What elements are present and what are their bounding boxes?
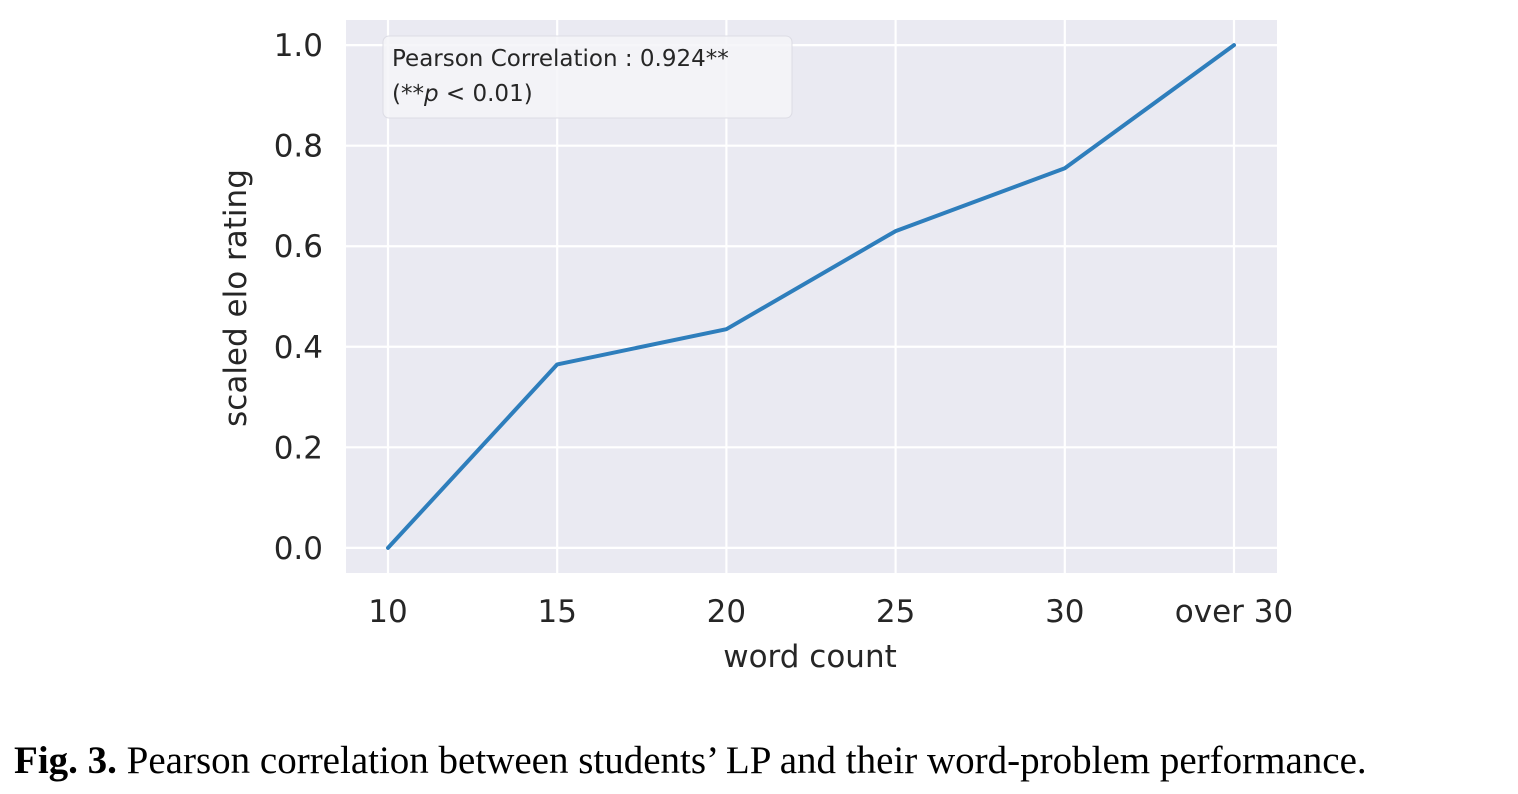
y-tick-label: 1.0 bbox=[274, 28, 323, 64]
y-tick-labels: 0.0 0.2 0.4 0.6 0.8 1.0 bbox=[274, 28, 323, 567]
series-line bbox=[386, 43, 1236, 550]
line-chart: 0.0 0.2 0.4 0.6 0.8 1.0 10 15 20 25 30 over 30 Pea… bbox=[218, 20, 1293, 675]
y-tick-label: 0.8 bbox=[274, 129, 323, 165]
y-tick-label: 0.4 bbox=[274, 330, 323, 366]
x-tick-label: 15 bbox=[537, 594, 576, 630]
annotation-box: Pearson Correlation : 0.924** (**p < 0.0… bbox=[382, 35, 793, 119]
x-axis-label: word count bbox=[723, 639, 897, 675]
x-tick-label: 30 bbox=[1045, 594, 1084, 630]
y-tick-label: 0.0 bbox=[274, 531, 323, 567]
series-layer bbox=[386, 43, 1236, 550]
x-tick-labels: 10 15 20 25 30 over 30 bbox=[368, 594, 1293, 630]
caption-text: Pearson correlation between students’ LP… bbox=[116, 739, 1367, 782]
y-tick-label: 0.6 bbox=[274, 229, 323, 265]
figure-caption: Fig. 3. Pearson correlation between stud… bbox=[14, 738, 1514, 783]
y-tick-label: 0.2 bbox=[274, 430, 323, 466]
annotation-line-1: Pearson Correlation : 0.924** bbox=[392, 46, 729, 72]
x-tick-label: 25 bbox=[876, 594, 915, 630]
x-tick-label: 20 bbox=[707, 594, 746, 630]
caption-prefix: Fig. 3. bbox=[14, 739, 117, 782]
y-axis-label: scaled elo rating bbox=[218, 169, 254, 427]
x-tick-label: over 30 bbox=[1175, 594, 1293, 630]
annotation-line-2: (**p < 0.01) bbox=[392, 81, 533, 107]
x-tick-label: 10 bbox=[368, 594, 407, 630]
